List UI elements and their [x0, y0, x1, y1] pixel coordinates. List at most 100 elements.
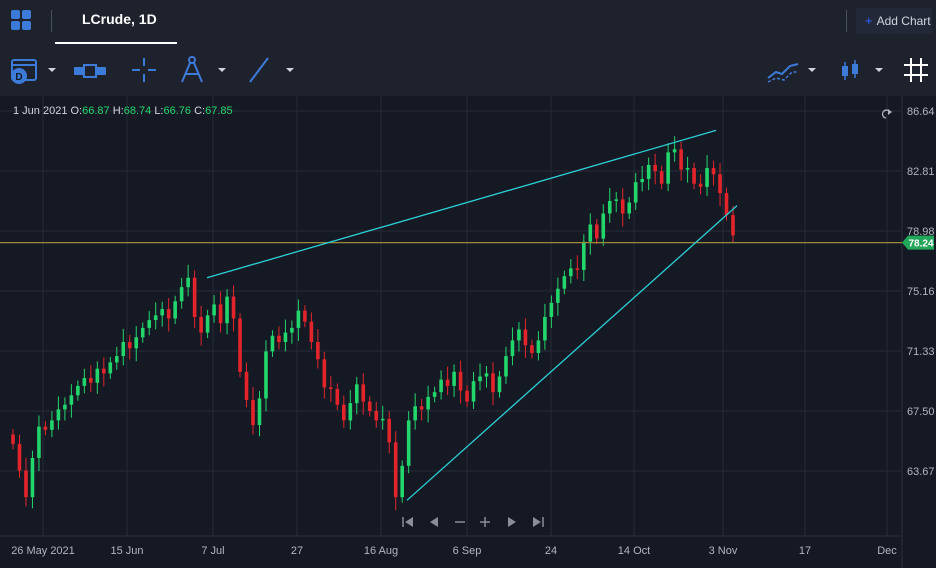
candle — [69, 384, 74, 418]
candle — [199, 305, 203, 346]
candle — [432, 386, 437, 403]
candle — [419, 398, 424, 421]
candle — [400, 460, 404, 503]
time-tick-label: 27 — [291, 545, 303, 557]
chevron-down-icon[interactable] — [48, 68, 56, 72]
lower-trendline[interactable] — [406, 205, 738, 501]
range-icon[interactable] — [72, 44, 108, 96]
candle — [633, 172, 638, 210]
scroll-left-icon[interactable] — [430, 517, 438, 527]
candle — [562, 270, 567, 295]
candle — [212, 295, 216, 323]
candle — [523, 318, 528, 359]
candle — [510, 327, 515, 366]
candle — [517, 322, 521, 352]
candle — [575, 255, 580, 280]
candle — [11, 428, 15, 450]
refresh-icon[interactable] — [881, 109, 892, 119]
chart-panel[interactable] — [0, 96, 936, 568]
toolbar: D — [0, 44, 936, 96]
candle — [413, 393, 417, 430]
jump-start-icon[interactable] — [402, 517, 413, 527]
current-price-badge: 78.24 — [902, 235, 934, 250]
candle — [134, 326, 139, 362]
candle — [244, 362, 249, 408]
tab-separator — [846, 10, 847, 32]
candle — [56, 396, 61, 430]
candle — [290, 320, 294, 344]
candle — [270, 330, 275, 357]
candle — [76, 380, 80, 401]
price-chart[interactable]: 86.64 82.81 78.98 75.16 71.33 67.50 63.67 26 M… — [0, 96, 936, 568]
indicators-icon[interactable] — [766, 44, 800, 96]
chevron-down-icon[interactable] — [875, 68, 883, 72]
candle — [296, 299, 301, 341]
layout-grid-icon[interactable] — [10, 9, 32, 31]
drawing-compass-icon[interactable] — [178, 44, 206, 96]
candle — [549, 295, 554, 329]
scroll-right-icon[interactable] — [508, 517, 516, 527]
svg-text:D: D — [15, 72, 22, 83]
current-price-label: 78.24 — [908, 239, 933, 250]
candle — [620, 188, 625, 227]
tab-separator — [51, 10, 52, 32]
tab-bar: LCrude, 1D + Add Chart — [0, 0, 936, 44]
time-tick-label: Dec — [877, 545, 897, 557]
legend-date: 1 Jun 2021 — [13, 105, 68, 117]
grid-lines — [0, 96, 903, 568]
candle — [303, 305, 307, 328]
time-axis: 26 May 2021 15 Jun 7 Jul 27 16 Aug 6 Sep 24 14 … — [11, 545, 897, 557]
candle — [322, 351, 327, 399]
candle — [354, 376, 359, 415]
price-tick-label: 78.98 — [907, 226, 935, 238]
legend-low-label: L: — [154, 105, 164, 117]
time-tick-label: 6 Sep — [453, 545, 482, 557]
add-chart-button[interactable]: + Add Chart — [856, 8, 932, 34]
candle — [718, 163, 722, 207]
candle — [342, 395, 346, 428]
price-tick-label: 82.81 — [907, 166, 935, 178]
candle — [646, 157, 651, 191]
candle — [140, 322, 145, 343]
candle — [179, 277, 184, 309]
candle — [121, 329, 126, 366]
candle — [95, 361, 100, 394]
candle — [50, 411, 54, 438]
candle — [316, 329, 320, 369]
candle — [30, 450, 35, 509]
chevron-down-icon[interactable] — [286, 68, 294, 72]
chevron-down-icon[interactable] — [808, 68, 816, 72]
calendar-icon[interactable]: D — [8, 44, 40, 96]
jump-end-icon[interactable] — [533, 517, 544, 527]
ohlc-legend: 1 Jun 2021 O:66.87 H:68.74 L:66.76 C:67.… — [13, 105, 233, 117]
candlestick-icon[interactable] — [838, 44, 862, 96]
tab-lcrude[interactable]: LCrude, 1D — [55, 0, 177, 44]
candle — [37, 415, 41, 471]
candle — [692, 162, 696, 190]
legend-low-value: 66.76 — [163, 105, 192, 117]
upper-trendline[interactable] — [206, 129, 717, 279]
candle — [711, 160, 716, 186]
time-tick-label: 14 Oct — [618, 545, 650, 557]
candle — [82, 368, 87, 394]
candle — [504, 346, 508, 384]
zoom-in-icon[interactable] — [480, 517, 490, 527]
grid-icon[interactable] — [902, 44, 930, 96]
candle — [666, 143, 670, 192]
candle — [24, 457, 28, 507]
candle — [406, 411, 411, 474]
candle — [186, 264, 190, 297]
candle — [543, 303, 547, 350]
chevron-down-icon[interactable] — [218, 68, 226, 72]
candle — [607, 187, 612, 223]
crosshair-icon[interactable] — [130, 44, 158, 96]
time-tick-label: 26 May 2021 — [11, 545, 75, 557]
candle — [231, 285, 236, 332]
candle — [679, 141, 683, 181]
candle — [594, 218, 599, 245]
candle — [367, 396, 372, 417]
time-tick-label: 17 — [799, 545, 811, 557]
candle — [439, 370, 443, 400]
candle — [108, 356, 113, 379]
trendline-icon[interactable] — [246, 44, 274, 96]
